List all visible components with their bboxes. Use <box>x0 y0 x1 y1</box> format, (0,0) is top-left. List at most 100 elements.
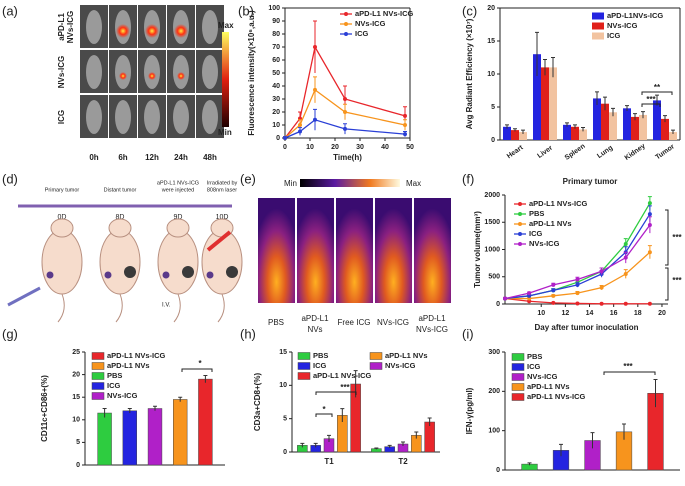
panel-label: (f) <box>462 171 474 186</box>
y-tick-label: 15 <box>72 394 80 401</box>
annotation: ** <box>654 83 661 92</box>
y-tick-label: 0 <box>496 301 500 308</box>
x-tick-label: 14 <box>586 310 594 317</box>
legend-label: NVs-ICG <box>355 19 386 28</box>
bar <box>609 112 617 140</box>
colorbar-label: Max <box>406 179 421 188</box>
x-tick-label: 30 <box>356 144 364 151</box>
annotation: *** <box>672 276 682 285</box>
y-tick-label: 0 <box>76 462 80 469</box>
tumor <box>47 272 54 279</box>
signal <box>116 24 130 38</box>
bar <box>198 379 212 465</box>
y-tick-label: 500 <box>488 274 500 281</box>
y-tick-label: 0 <box>276 135 280 142</box>
group-label: NVs-ICG <box>416 325 448 334</box>
annotation: *** <box>340 383 350 392</box>
annotation: *** <box>623 362 633 371</box>
x-tick-label: T2 <box>398 457 408 466</box>
legend-swatch <box>592 23 604 30</box>
bracket <box>604 372 655 375</box>
mouse <box>86 10 102 44</box>
data-point <box>343 127 347 131</box>
legend-label: PBS <box>527 352 542 361</box>
legend-label: ICG <box>313 361 327 370</box>
x-tick-label: 16 <box>610 310 618 317</box>
group-label: NVs <box>307 325 322 334</box>
row-label: NVs-ICG <box>66 11 75 43</box>
legend-marker <box>344 32 348 36</box>
mouse-tail <box>116 294 122 322</box>
signal <box>145 24 159 38</box>
x-tick-label: 20 <box>658 310 666 317</box>
legend-swatch <box>298 363 310 370</box>
y-axis-label: CD11c+CD86+(%) <box>40 375 49 442</box>
y-axis-label: Fluorescence intensity(×10⁶,a.u.) <box>247 10 256 136</box>
y-tick-label: 5 <box>283 416 287 423</box>
x-axis-label: Day after tumor inoculation <box>534 323 638 332</box>
y-tick-label: 0 <box>491 137 495 144</box>
bar <box>639 115 647 140</box>
x-axis-label: Primary tumor <box>563 177 618 186</box>
annotation: *** <box>672 233 682 242</box>
y-tick-label: 25 <box>72 349 80 356</box>
step-label: were injected <box>161 187 194 193</box>
signal <box>119 72 127 80</box>
legend-swatch <box>512 384 524 391</box>
data-point <box>624 302 628 306</box>
y-tick-label: 60 <box>272 57 280 64</box>
tumor <box>124 266 136 278</box>
legend-label: aPD-L1 NVs-ICG <box>355 9 414 18</box>
legend-label: ICG <box>355 29 369 38</box>
data-point <box>298 123 302 127</box>
y-axis-label: Tumor volume(mm³) <box>473 211 482 288</box>
tumor <box>105 272 112 279</box>
legend-label: ICG <box>529 229 543 238</box>
series-line <box>505 225 650 299</box>
heat-image <box>336 198 373 303</box>
legend-label: PBS <box>313 351 328 360</box>
data-point <box>551 283 555 287</box>
data-point <box>600 269 604 273</box>
legend-label: aPD-L1 NVs <box>385 351 428 360</box>
colorbar-label: Max <box>218 21 234 30</box>
legend-swatch <box>92 353 104 360</box>
mouse-tail <box>58 294 64 322</box>
data-point <box>600 286 604 290</box>
bracket <box>316 392 356 395</box>
heat-image <box>375 198 412 303</box>
heat-image <box>258 198 295 303</box>
legend-label: PBS <box>107 371 122 380</box>
mouse <box>86 100 102 134</box>
legend-label: ICG <box>607 31 621 40</box>
y-tick-label: 15 <box>487 38 495 45</box>
tumor <box>182 266 194 278</box>
mouse-body <box>158 230 198 294</box>
legend-swatch <box>512 374 524 381</box>
mouse-tail <box>174 294 180 322</box>
y-axis-label: CD3a+CD8+(%) <box>253 373 262 432</box>
heat-image <box>297 198 334 303</box>
mouse-body <box>100 230 140 294</box>
legend-swatch <box>512 364 524 371</box>
step-label: Distant tumor <box>104 187 137 193</box>
mouse-head <box>167 219 189 237</box>
tumor <box>163 272 170 279</box>
y-tick-label: 300 <box>488 349 500 356</box>
heat-image <box>414 198 451 303</box>
bar <box>549 67 557 140</box>
legend-swatch <box>370 353 382 360</box>
bracket <box>316 414 332 417</box>
tumor <box>226 266 238 278</box>
x-tick-label: 40 <box>381 144 389 151</box>
legend-swatch <box>512 354 524 361</box>
legend-marker <box>518 212 522 216</box>
step-label: Irradiated by <box>207 180 238 186</box>
y-tick-label: 100 <box>268 5 280 12</box>
bar <box>623 108 631 140</box>
annotation: *** <box>646 95 656 104</box>
data-point <box>313 118 317 122</box>
x-tick-label: Heart <box>506 144 525 160</box>
data-point <box>575 283 579 287</box>
